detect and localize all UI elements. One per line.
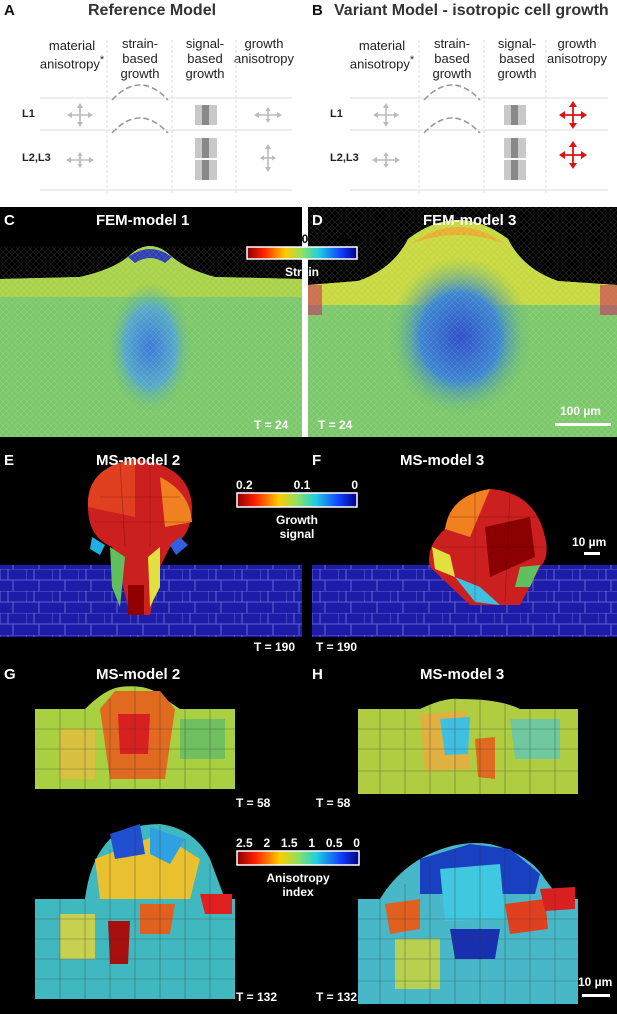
table-b-grid <box>350 40 608 195</box>
panel-f-letter: F <box>312 452 322 469</box>
signal-tick-1: 0.1 <box>293 478 311 492</box>
aniso-colorbar: 2.5 2 1.5 1 0.5 0 Anisotropy index <box>236 836 360 906</box>
table-a-row-l1: L1 <box>22 108 35 120</box>
aniso-tick-4: 0.5 <box>325 836 343 850</box>
panel-f-scalebar <box>584 552 600 555</box>
aniso-tick-5: 0 <box>353 836 360 850</box>
panel-g-letter: G <box>4 666 16 683</box>
ms-gh-image <box>35 686 578 1004</box>
panel-h-title: MS-model 3 <box>420 666 505 683</box>
panel-b-title: Variant Model - isotropic cell growth <box>334 2 609 19</box>
panel-a-title: Reference Model <box>88 2 217 19</box>
panel-e-letter: E <box>4 452 15 469</box>
table-b-col-strain: strain-based growth <box>432 36 472 81</box>
panel-g-time-top: T = 58 <box>236 796 271 810</box>
table-b-col-material: material anisotropy* <box>349 38 415 72</box>
panel-g-time-bottom: T = 132 <box>236 990 278 1004</box>
table-a-col-strain: strain-based growth <box>120 36 160 81</box>
panel-c-title: FEM-model 1 <box>96 212 190 229</box>
panel-h-time-top: T = 58 <box>316 796 351 810</box>
table-b-row-l23: L2,L3 <box>330 152 359 164</box>
signal-colorbar: 0.2 0.1 0 Growth signal <box>236 478 358 548</box>
strain-tick-1: 0.0 <box>291 232 309 246</box>
table-a-col-material: material anisotropy* <box>39 38 105 72</box>
panel-h-letter: H <box>312 666 323 683</box>
fem-c-image <box>0 246 302 437</box>
panel-h-time-bottom: T = 132 <box>316 990 358 1004</box>
signal-tick-2: 0 <box>351 478 358 492</box>
panel-a-letter: A <box>4 2 15 19</box>
fem-divider <box>302 207 308 437</box>
panel-c-time: T = 24 <box>254 418 289 432</box>
signal-tick-0: 0.2 <box>236 478 253 492</box>
table-a-grid <box>40 40 292 195</box>
signal-label-1: Growth <box>276 513 318 527</box>
strain-label: Strain <box>284 265 319 279</box>
panel-f-scalebar-label: 10 µm <box>572 535 607 549</box>
aniso-tick-0: 2.5 <box>236 836 253 850</box>
table-b-col-signal: signal-based growth <box>497 36 537 81</box>
panel-d-letter: D <box>312 212 323 229</box>
aniso-tick-1: 2 <box>263 836 271 850</box>
ms-ef-image <box>0 459 617 637</box>
signal-label-2: signal <box>279 527 315 541</box>
panel-g-title: MS-model 2 <box>96 666 181 683</box>
table-a-row-l23: L2,L3 <box>22 152 51 164</box>
panel-e-time: T = 190 <box>254 640 296 654</box>
table-b-col-growth: growth anisotropy <box>547 36 607 66</box>
strain-colorbar: 0.2 0.0 -0.2 Strain <box>246 232 358 287</box>
table-b-row-l1: L1 <box>330 108 343 120</box>
panel-d-title: FEM-model 3 <box>423 212 517 229</box>
strain-gradient <box>246 246 358 260</box>
aniso-label-2: index <box>282 885 314 899</box>
panel-d-scalebar <box>555 423 611 426</box>
signal-gradient <box>236 492 358 508</box>
panel-h-scalebar-label: 10 µm <box>578 975 613 989</box>
panel-e-title: MS-model 2 <box>96 452 181 469</box>
aniso-tick-2: 1.5 <box>280 836 298 850</box>
table-a-col-growth: growth anisotropy <box>234 36 294 66</box>
panel-h-scalebar <box>582 994 610 997</box>
aniso-tick-3: 1 <box>308 836 316 850</box>
panel-d-time: T = 24 <box>318 418 353 432</box>
strain-tick-0: 0.2 <box>246 232 263 246</box>
panel-f-time: T = 190 <box>316 640 358 654</box>
strain-tick-2: -0.2 <box>337 232 358 246</box>
aniso-label-1: Anisotropy <box>266 871 330 885</box>
table-a-col-signal: signal-based growth <box>185 36 225 81</box>
aniso-gradient <box>236 850 360 866</box>
panel-d-scalebar-label: 100 µm <box>560 404 601 418</box>
fem-d-image <box>308 207 617 437</box>
panel-b-letter: B <box>312 2 323 19</box>
panel-c-letter: C <box>4 212 15 229</box>
panel-f-title: MS-model 3 <box>400 452 485 469</box>
